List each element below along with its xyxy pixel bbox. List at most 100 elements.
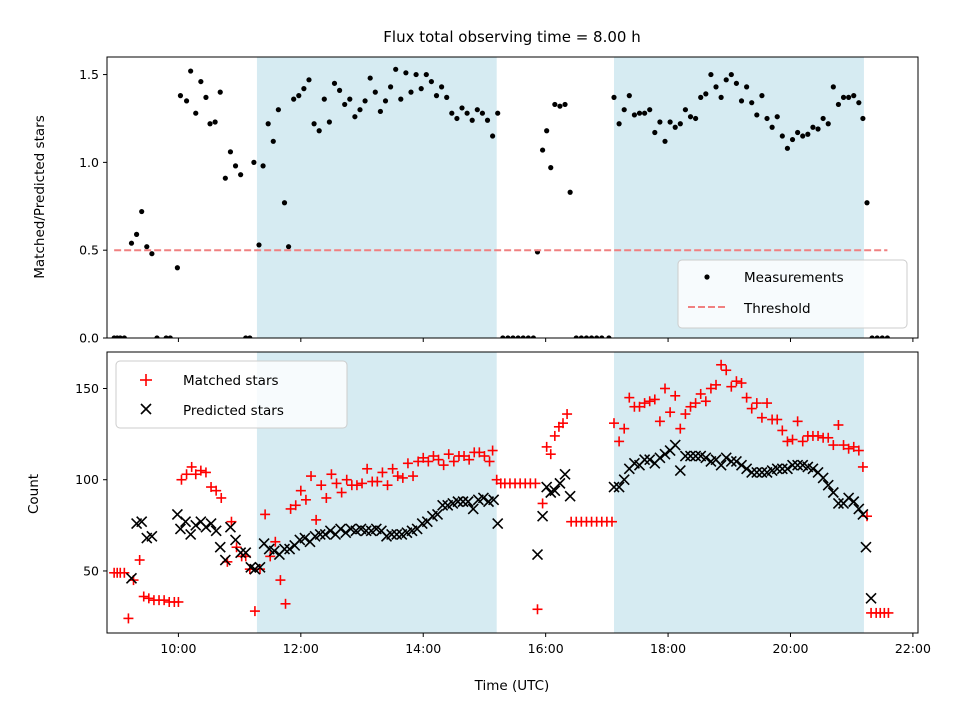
x-tick-label: 22:00	[895, 641, 931, 656]
matched-stars-point	[624, 392, 635, 403]
measurement-point	[795, 129, 801, 136]
measurement-point	[149, 251, 155, 257]
measurement-point	[662, 138, 668, 144]
predicted-stars-point	[224, 521, 237, 533]
measurement-point	[677, 121, 683, 127]
predicted-stars-point	[240, 547, 252, 559]
predicted-stars-point	[431, 508, 444, 520]
predicted-stars-point	[299, 532, 311, 544]
matched-stars-point	[756, 412, 767, 423]
measurement-point	[372, 89, 378, 95]
predicted-stars-point	[741, 463, 753, 475]
measurement-point	[687, 114, 694, 120]
measurement-point	[754, 112, 760, 118]
matched-stars-point	[484, 456, 495, 467]
predicted-stars-point	[792, 459, 804, 471]
matched-stars-point	[532, 604, 543, 615]
matched-stars-point	[428, 451, 439, 462]
bottom-panel-frame	[106, 351, 919, 634]
predicted-stars-point	[735, 459, 748, 471]
measurement-point	[530, 335, 537, 338]
measurement-point	[144, 244, 150, 250]
predicted-stars-point	[644, 454, 656, 466]
matched-stars-point	[639, 398, 650, 409]
measurement-point	[207, 121, 213, 127]
matched-stars-point	[357, 478, 368, 489]
measurement-point	[188, 68, 194, 74]
measurement-point	[779, 133, 785, 139]
measurement-point	[321, 96, 327, 102]
measurement-point	[515, 335, 521, 338]
measurement-point	[212, 119, 218, 125]
predicted-stars-point	[254, 561, 266, 573]
measurement-point	[774, 114, 780, 120]
matched-stars-point	[290, 500, 301, 511]
x-tick-label: 16:00	[528, 641, 564, 656]
measurement-point	[198, 78, 204, 85]
measurement-point	[851, 93, 857, 99]
x-tick-label: 14:00	[405, 641, 441, 656]
matched-stars-point	[392, 471, 403, 482]
predicted-stars-point	[608, 481, 620, 493]
measurement-point	[444, 94, 450, 100]
predicted-stars-point	[613, 481, 625, 493]
matched-stars-point	[772, 414, 783, 425]
predicted-stars-point	[751, 466, 763, 478]
matched-stars-point	[316, 480, 327, 491]
matched-stars-point	[479, 451, 490, 462]
measurement-point	[128, 240, 135, 246]
matched-stars-point	[530, 478, 541, 489]
top-panel-plot-area	[111, 66, 890, 338]
measurement-point	[728, 71, 734, 78]
matched-stars-point	[700, 396, 711, 407]
matched-stars-point	[423, 456, 434, 467]
predicted-stars-point	[549, 485, 561, 497]
matched-stars-point	[190, 469, 201, 480]
matched-stars-point	[848, 441, 859, 452]
matched-stars-point	[372, 476, 383, 487]
predicted-stars-point	[179, 516, 192, 528]
matched-stars-point	[545, 449, 556, 460]
measurement-point	[433, 93, 440, 99]
measurement-point	[121, 335, 127, 338]
matched-stars-point	[448, 456, 459, 467]
matched-stars-point	[200, 467, 211, 478]
matched-stars-point	[680, 409, 691, 420]
predicted-stars-point	[314, 528, 326, 541]
measurement-point	[193, 110, 199, 116]
matched-stars-point	[665, 407, 676, 418]
predicted-stars-point	[669, 439, 681, 451]
measurement-point	[784, 145, 791, 151]
shaded-interval-1	[256, 57, 497, 338]
matched-stars-point	[746, 403, 757, 414]
measurement-point	[510, 335, 516, 338]
measurement-point	[163, 335, 169, 338]
measurement-point	[454, 115, 460, 122]
matched-stars-point	[537, 498, 548, 509]
measurement-point	[672, 124, 678, 130]
top-panel-y-ticks: 0.0 0.5 1.0 1.5	[79, 67, 107, 346]
predicted-stars-point	[654, 452, 666, 464]
predicted-stars-point	[190, 519, 202, 531]
measurement-point	[764, 115, 770, 122]
measurement-point	[362, 98, 368, 104]
predicted-stars-point	[467, 503, 479, 515]
predicted-stars-point	[146, 530, 158, 542]
matched-stars-point	[275, 575, 286, 586]
measurement-point	[657, 119, 663, 125]
measurement-point	[738, 98, 745, 104]
matched-stars-point	[119, 567, 130, 578]
measurement-point	[285, 244, 292, 250]
bottom-panel-plot-area	[109, 359, 894, 624]
y-tick-label: 1.5	[79, 67, 99, 82]
measurement-point	[860, 115, 866, 122]
measurement-point	[251, 159, 257, 165]
matched-stars-point	[654, 416, 665, 427]
matched-stars-point	[260, 509, 271, 520]
predicted-stars-point	[756, 466, 768, 478]
predicted-stars-point	[674, 465, 686, 477]
measurement-point	[578, 335, 584, 338]
bottom-legend-box	[115, 360, 348, 429]
measurement-point	[505, 335, 511, 338]
matched-stars-point	[741, 392, 752, 403]
